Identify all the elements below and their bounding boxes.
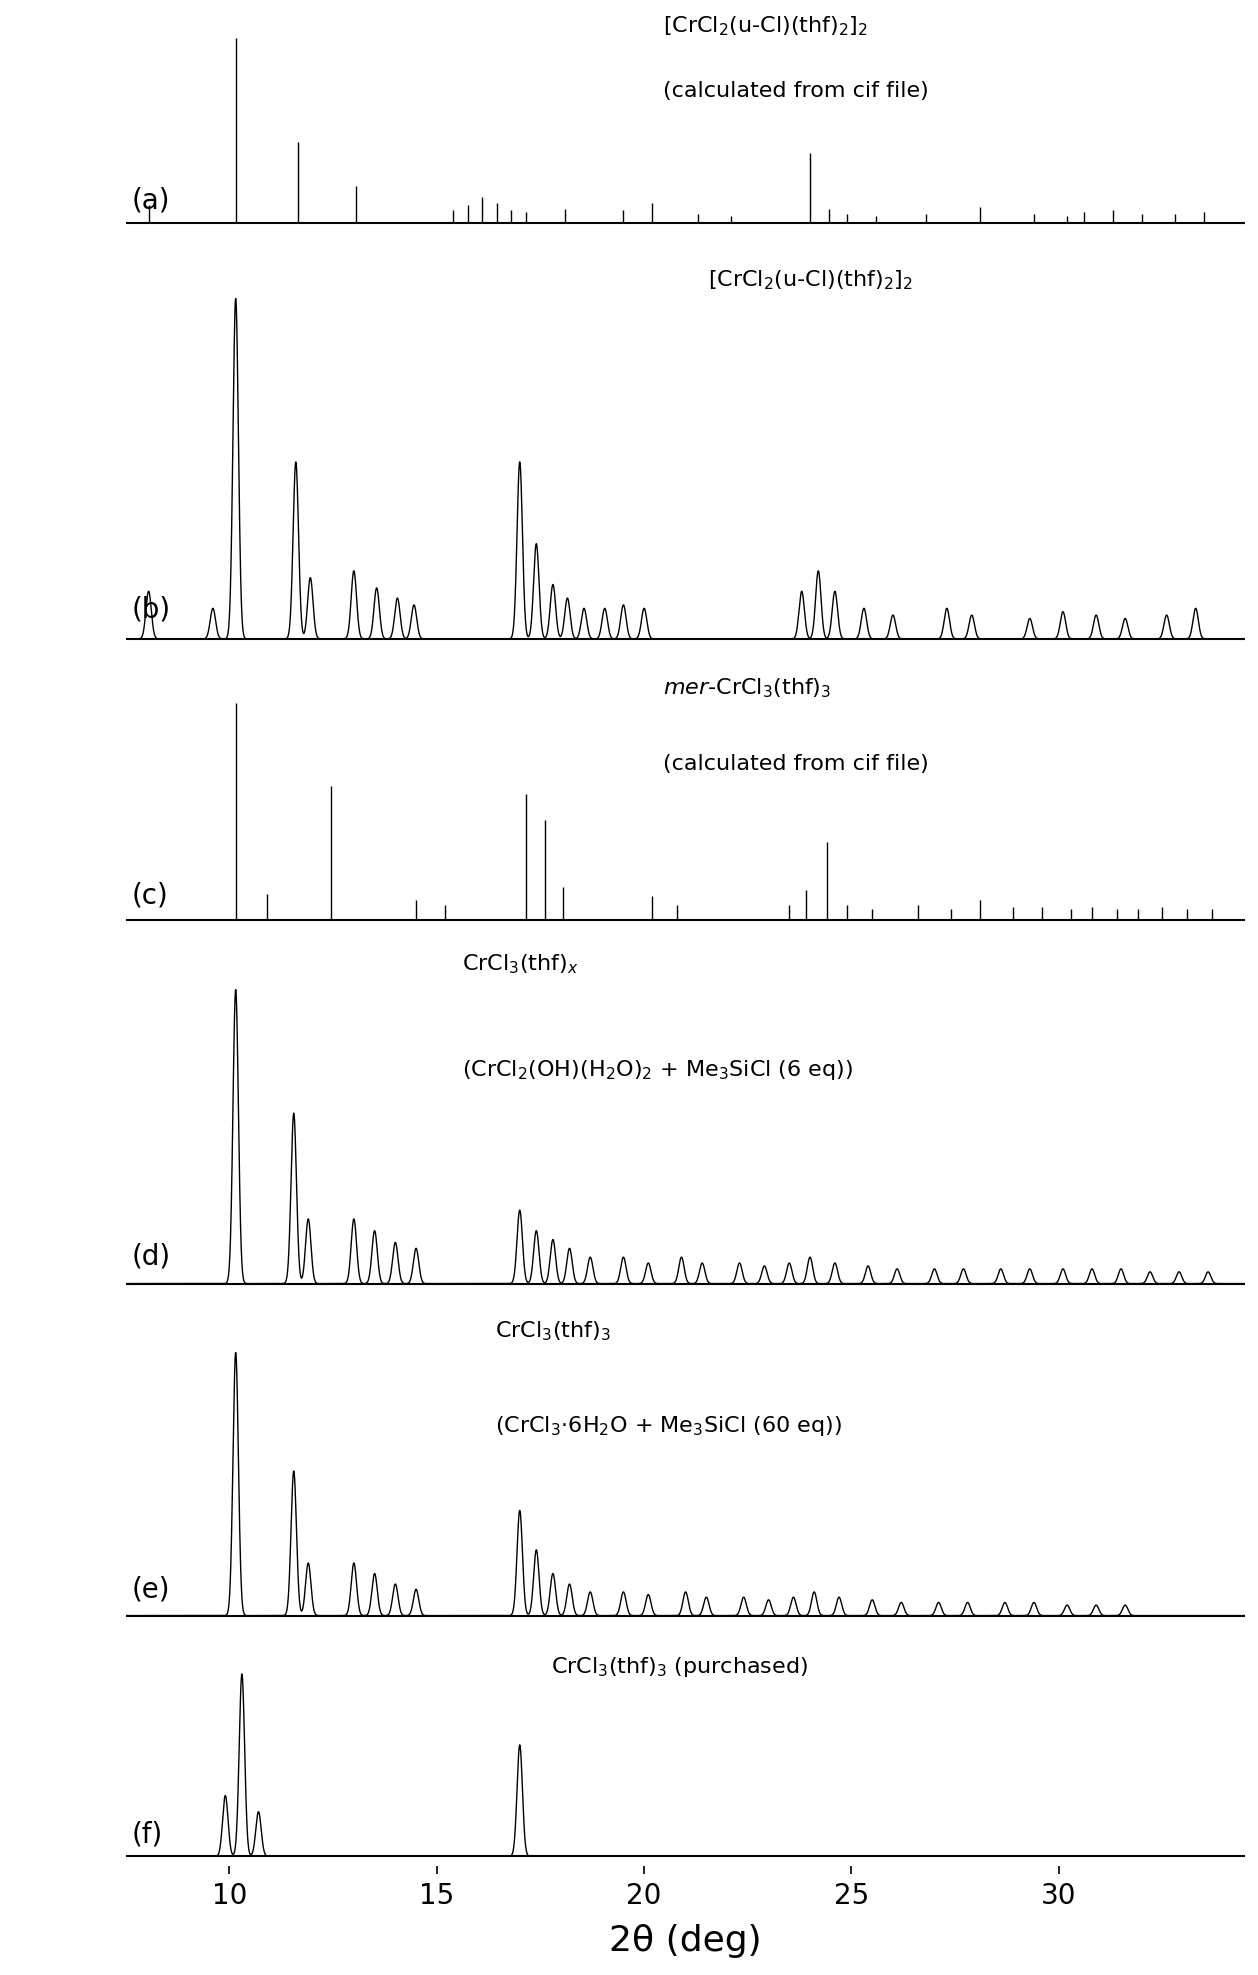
Text: (d): (d) [131, 1242, 171, 1270]
Text: [CrCl$_2$(u-Cl)(thf)$_2$]$_2$: [CrCl$_2$(u-Cl)(thf)$_2$]$_2$ [663, 14, 868, 38]
Text: (e): (e) [131, 1576, 170, 1604]
Text: (c): (c) [131, 883, 169, 910]
Text: (f): (f) [131, 1821, 162, 1849]
Text: [CrCl$_2$(u-Cl)(thf)$_2$]$_2$: [CrCl$_2$(u-Cl)(thf)$_2$]$_2$ [708, 269, 913, 292]
X-axis label: 2θ (deg): 2θ (deg) [609, 1924, 762, 1957]
Text: (CrCl$_3$·6H$_2$O + Me$_3$SiCl (60 eq)): (CrCl$_3$·6H$_2$O + Me$_3$SiCl (60 eq)) [496, 1414, 842, 1438]
Text: (calculated from cif file): (calculated from cif file) [663, 754, 928, 774]
Text: CrCl$_3$(thf)$_3$ (purchased): CrCl$_3$(thf)$_3$ (purchased) [551, 1655, 809, 1679]
Text: (CrCl$_2$(OH)(H$_2$O)$_2$ + Me$_3$SiCl (6 eq)): (CrCl$_2$(OH)(H$_2$O)$_2$ + Me$_3$SiCl (… [462, 1059, 853, 1082]
Text: (b): (b) [131, 594, 171, 624]
Text: (a): (a) [131, 188, 170, 215]
Text: $\mathit{mer}$-CrCl$_3$(thf)$_3$: $\mathit{mer}$-CrCl$_3$(thf)$_3$ [663, 675, 832, 699]
Text: (calculated from cif file): (calculated from cif file) [663, 81, 928, 101]
Text: CrCl$_3$(thf)$_x$: CrCl$_3$(thf)$_x$ [462, 952, 579, 976]
Text: CrCl$_3$(thf)$_3$: CrCl$_3$(thf)$_3$ [496, 1319, 611, 1343]
